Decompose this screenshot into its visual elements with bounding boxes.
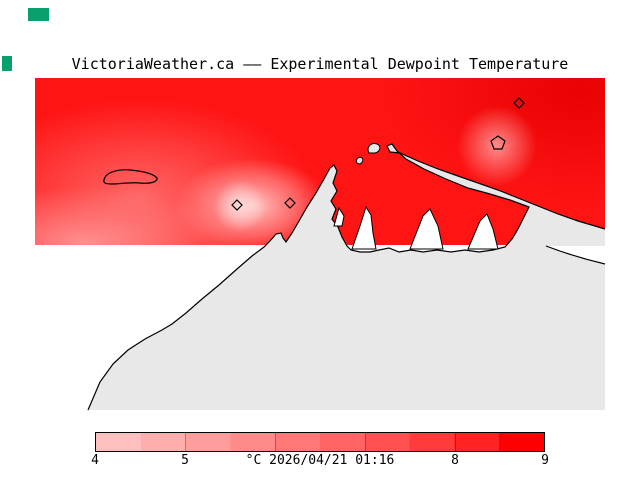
bay-southeast [546, 246, 605, 264]
page-title: VictoriaWeather.ca —— Experimental Dewpo… [71, 55, 569, 73]
island-outline [103, 169, 158, 185]
bay-southeast-coastline [545, 245, 606, 265]
colorbar-tick-5: 5 [181, 453, 189, 468]
station-marker-pentagon [490, 135, 506, 150]
artifact-rect-top [28, 8, 49, 21]
colorbar [95, 432, 545, 452]
colorbar-separator [455, 433, 456, 451]
harbor-notch [333, 206, 345, 227]
colorbar-tick-8: 8 [451, 453, 459, 468]
artifact-rect-left [2, 56, 12, 71]
islet-2 [356, 156, 364, 165]
colorbar-caption: °C 2026/04/21 01:16 [242, 454, 398, 468]
colorbar-separator [185, 433, 186, 451]
colorbar-separator [275, 433, 276, 451]
land-mass [88, 144, 605, 410]
colorbar-tick-9: 9 [541, 453, 549, 468]
coastline [87, 143, 606, 411]
harbor-inlet [351, 205, 377, 250]
bay-inlet-east [467, 213, 499, 250]
station-marker-diamond-2 [284, 197, 296, 209]
colorbar-tick-4: 4 [91, 453, 99, 468]
dewpoint-field-shading [35, 78, 605, 245]
islet-1 [367, 143, 381, 154]
bay-inlet-west [409, 208, 444, 250]
colorbar-separator [365, 433, 366, 451]
station-marker-diamond-1 [231, 199, 243, 211]
station-marker-diamond-3 [513, 97, 525, 109]
